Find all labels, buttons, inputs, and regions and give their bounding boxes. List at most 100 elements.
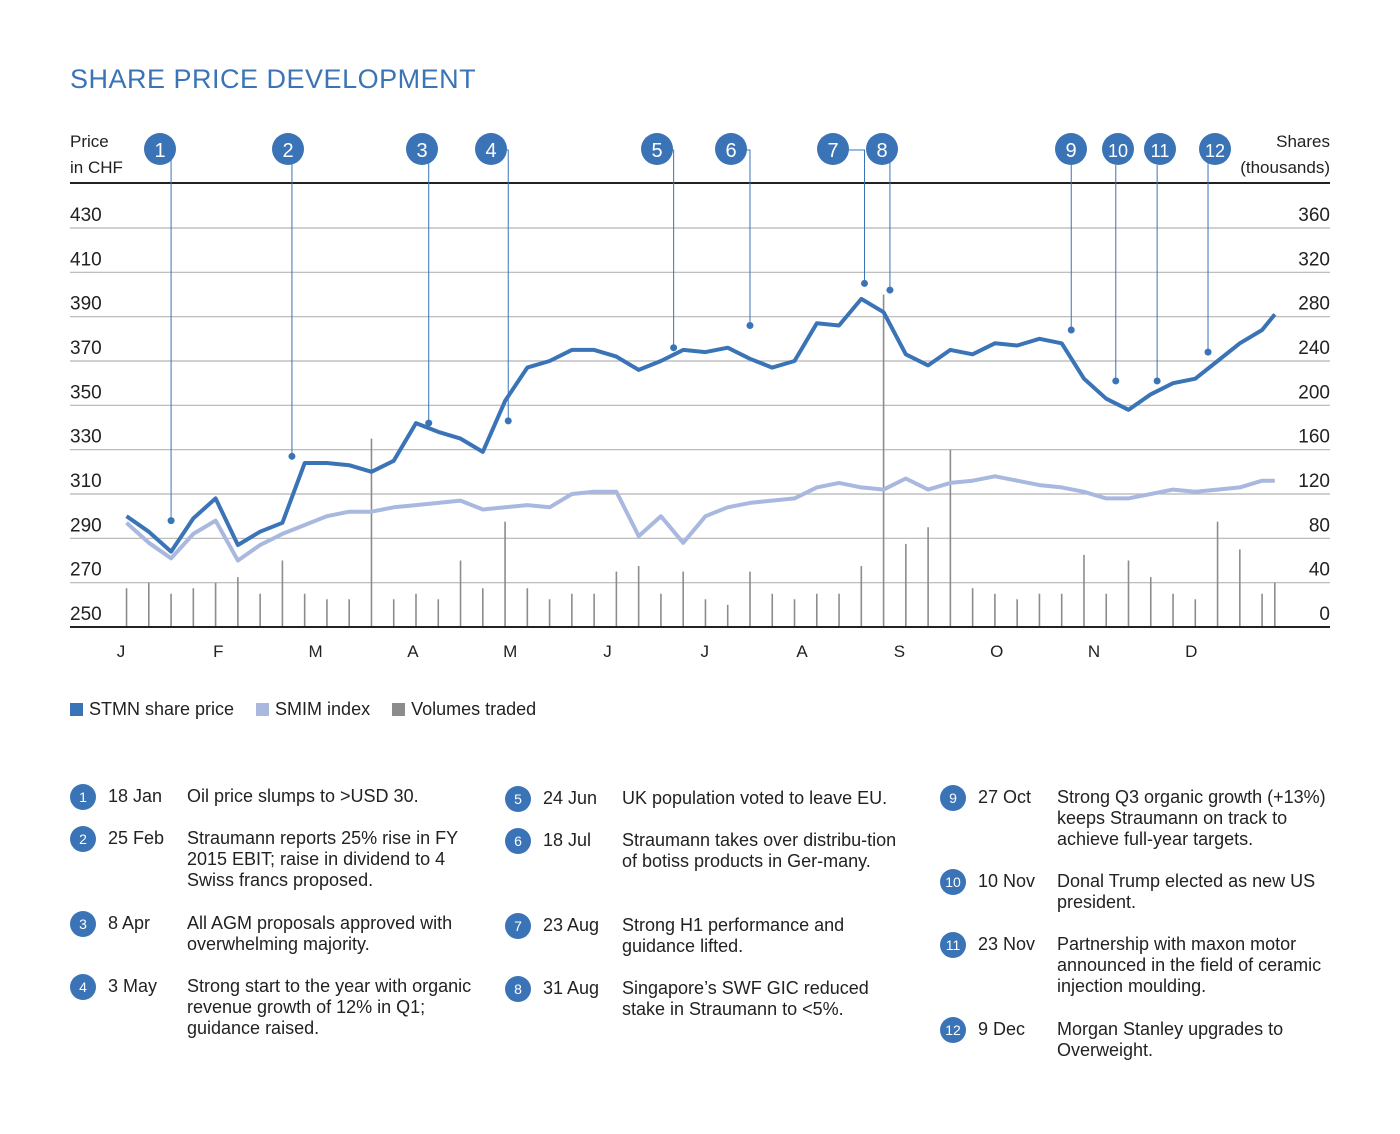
- event-text: Strong H1 performance and guidance lifte…: [622, 915, 845, 956]
- legend-item-volume: Volumes traded: [392, 699, 536, 720]
- marker-leader-line: [1207, 149, 1216, 353]
- marker-leader-line: [421, 149, 430, 424]
- marker-leader-line: [287, 149, 293, 457]
- marker-number: 5: [651, 140, 662, 162]
- right-tick-label: 240: [1298, 338, 1330, 359]
- month-tick-label: J: [603, 642, 612, 661]
- event-date: 8 Apr: [108, 913, 151, 933]
- marker-badge: [715, 133, 747, 165]
- right-tick-label: 200: [1298, 382, 1330, 403]
- month-tick-label: M: [309, 642, 323, 661]
- smim-index-line: [125, 474, 1275, 563]
- legend-label: Volumes traded: [411, 699, 537, 719]
- month-tick-label: A: [407, 642, 419, 661]
- marker-leader-line: [656, 149, 675, 348]
- event-date: 9 Dec: [978, 1019, 1026, 1039]
- marker-number: 8: [876, 140, 887, 162]
- marker-dot: [746, 322, 754, 330]
- left-axis-label: in CHF: [70, 158, 123, 177]
- event-date: 3 May: [108, 976, 158, 996]
- marker-badge: [144, 133, 176, 165]
- right-tick-label: 120: [1298, 471, 1330, 492]
- marker-badge: [1055, 133, 1087, 165]
- marker-dot: [504, 417, 512, 425]
- marker-dot: [1204, 348, 1212, 356]
- left-tick-label: 270: [70, 560, 102, 581]
- marker-number: 2: [282, 140, 293, 162]
- month-tick-label: J: [117, 642, 126, 661]
- event-number-badge: 3: [70, 911, 96, 937]
- event-text: Straumann reports 25% rise in FY 2015 EB…: [187, 828, 458, 890]
- event-date: 25 Feb: [108, 828, 165, 848]
- event-number-badge: 10: [940, 869, 966, 895]
- left-tick-label: 330: [70, 427, 102, 448]
- event-text: Partnership with maxon motor announced i…: [1057, 934, 1322, 996]
- event-text: All AGM proposals approved with overwhel…: [187, 913, 453, 954]
- marker-number: 11: [1151, 141, 1170, 161]
- event-number-badge: 7: [505, 913, 531, 939]
- event-date: 10 Nov: [978, 871, 1036, 891]
- right-tick-label: 280: [1298, 294, 1330, 315]
- right-tick-label: 160: [1298, 427, 1330, 448]
- event-number-badge: 8: [505, 976, 531, 1002]
- right-tick-label: 360: [1298, 205, 1330, 226]
- marker-badge: [1199, 133, 1231, 165]
- left-tick-label: 370: [70, 338, 102, 359]
- left-tick-label: 290: [70, 515, 102, 536]
- marker-badge: [406, 133, 438, 165]
- right-tick-label: 320: [1298, 249, 1330, 270]
- marker-leader-line: [730, 149, 751, 326]
- event-text: Oil price slumps to >USD 30.: [187, 786, 419, 806]
- marker-badge: [475, 133, 507, 165]
- event-text: Straumann takes over distribu-tion of bo…: [622, 830, 897, 871]
- event-number-badge: 2: [70, 826, 96, 852]
- right-axis-label: Shares: [1276, 132, 1330, 151]
- left-tick-label: 430: [70, 205, 102, 226]
- legend-item-stmn: STMN share price: [70, 699, 234, 720]
- month-tick-label: D: [1185, 642, 1197, 661]
- event-text: Morgan Stanley upgrades to Overweight.: [1057, 1019, 1284, 1060]
- event-number-badge: 12: [940, 1017, 966, 1043]
- event-date: 18 Jul: [543, 830, 592, 850]
- marker-dot: [167, 517, 175, 525]
- right-tick-label: 40: [1309, 560, 1330, 581]
- marker-leader-line: [159, 149, 172, 521]
- legend: STMN share price SMIM index Volumes trad…: [70, 699, 536, 720]
- marker-dot: [425, 419, 433, 427]
- marker-badge: [817, 133, 849, 165]
- marker-leader-line: [881, 149, 891, 291]
- page-title: SHARE PRICE DEVELOPMENT: [70, 64, 477, 94]
- legend-item-smim: SMIM index: [256, 699, 370, 720]
- event-date: 31 Aug: [543, 978, 600, 998]
- marker-number: 3: [416, 140, 427, 162]
- month-tick-label: F: [213, 642, 223, 661]
- left-tick-label: 390: [70, 294, 102, 315]
- right-axis-label: (thousands): [1240, 158, 1330, 177]
- marker-dot: [886, 286, 894, 294]
- event-number-badge: 11: [940, 932, 966, 958]
- legend-swatch: [392, 703, 406, 716]
- legend-swatch: [256, 703, 270, 716]
- event-text: Donal Trump elected as new US president.: [1057, 871, 1316, 912]
- left-axis-label: Price: [70, 132, 109, 151]
- month-tick-label: A: [796, 642, 808, 661]
- marker-dot: [1067, 326, 1075, 334]
- marker-badge: [1144, 133, 1176, 165]
- marker-number: 7: [827, 140, 838, 162]
- month-tick-label: N: [1088, 642, 1100, 661]
- right-tick-label: 0: [1319, 604, 1330, 625]
- event-text: UK population voted to leave EU.: [622, 788, 888, 808]
- left-tick-label: 310: [70, 471, 102, 492]
- marker-badge: [272, 133, 304, 165]
- legend-label: STMN share price: [89, 699, 235, 719]
- month-tick-label: S: [894, 642, 905, 661]
- marker-number: 4: [485, 140, 496, 162]
- event-date: 23 Nov: [978, 934, 1036, 954]
- month-tick-label: M: [503, 642, 517, 661]
- left-tick-label: 410: [70, 249, 102, 270]
- event-text: Strong Q3 organic growth (+13%) keeps St…: [1057, 787, 1326, 849]
- marker-leader-line: [832, 149, 865, 284]
- event-date: 18 Jan: [108, 786, 163, 806]
- event-number-badge: 1: [70, 784, 96, 810]
- marker-number: 6: [725, 140, 736, 162]
